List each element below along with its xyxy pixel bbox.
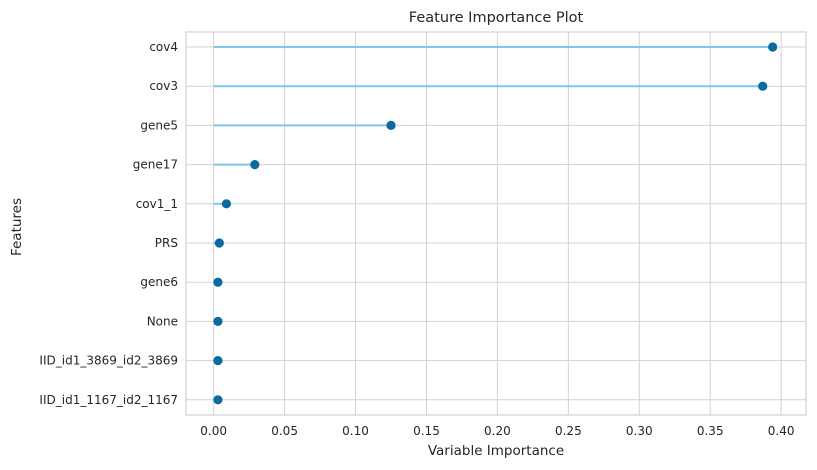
x-tick-label: 0.30	[626, 424, 653, 438]
x-tick-label: 0.40	[768, 424, 795, 438]
marker-layer	[213, 42, 778, 405]
x-tick-label: 0.15	[413, 424, 440, 438]
y-tick-label: gene17	[133, 158, 178, 172]
plot-area	[186, 32, 806, 415]
importance-marker	[213, 316, 223, 326]
x-tick-labels: 0.00 0.05 0.10 0.15 0.20 0.25 0.30 0.35 0.40	[200, 424, 794, 438]
x-tick-label: 0.10	[342, 424, 369, 438]
x-tick-label: 0.35	[697, 424, 724, 438]
x-tick-label: 0.20	[484, 424, 511, 438]
y-tick-label: IID_id1_1167_id2_1167	[39, 393, 178, 407]
y-tick-label: cov4	[149, 40, 178, 54]
importance-marker	[213, 395, 223, 405]
y-tick-label: gene5	[140, 118, 178, 132]
importance-marker	[213, 356, 223, 366]
importance-marker	[221, 199, 232, 209]
plot-frame	[185, 31, 807, 416]
importance-marker	[214, 238, 224, 248]
x-tick-label: 0.00	[200, 424, 227, 438]
y-tick-labels: cov4 cov3 gene5 gene17 cov1_1 PRS gene6 None IID…	[39, 40, 178, 407]
y-axis-label: Features	[9, 198, 25, 256]
y-tick-label: gene6	[140, 275, 178, 289]
stem-layer	[213, 46, 773, 401]
y-tick-label: None	[147, 314, 178, 328]
y-tick-label: IID_id1_3869_id2_3869	[39, 354, 178, 368]
importance-marker	[758, 81, 768, 91]
y-tick-label: cov3	[149, 79, 178, 93]
y-tick-label: PRS	[155, 236, 178, 250]
chart-title: Feature Importance Plot	[409, 10, 584, 26]
x-tick-label: 0.05	[271, 424, 298, 438]
importance-marker	[213, 277, 223, 287]
y-tick-label: cov1_1	[136, 197, 178, 211]
x-axis-label: Variable Importance	[428, 443, 564, 459]
importance-marker	[386, 120, 396, 130]
importance-marker	[250, 160, 260, 170]
x-tick-label: 0.25	[555, 424, 582, 438]
importance-marker	[768, 42, 778, 52]
